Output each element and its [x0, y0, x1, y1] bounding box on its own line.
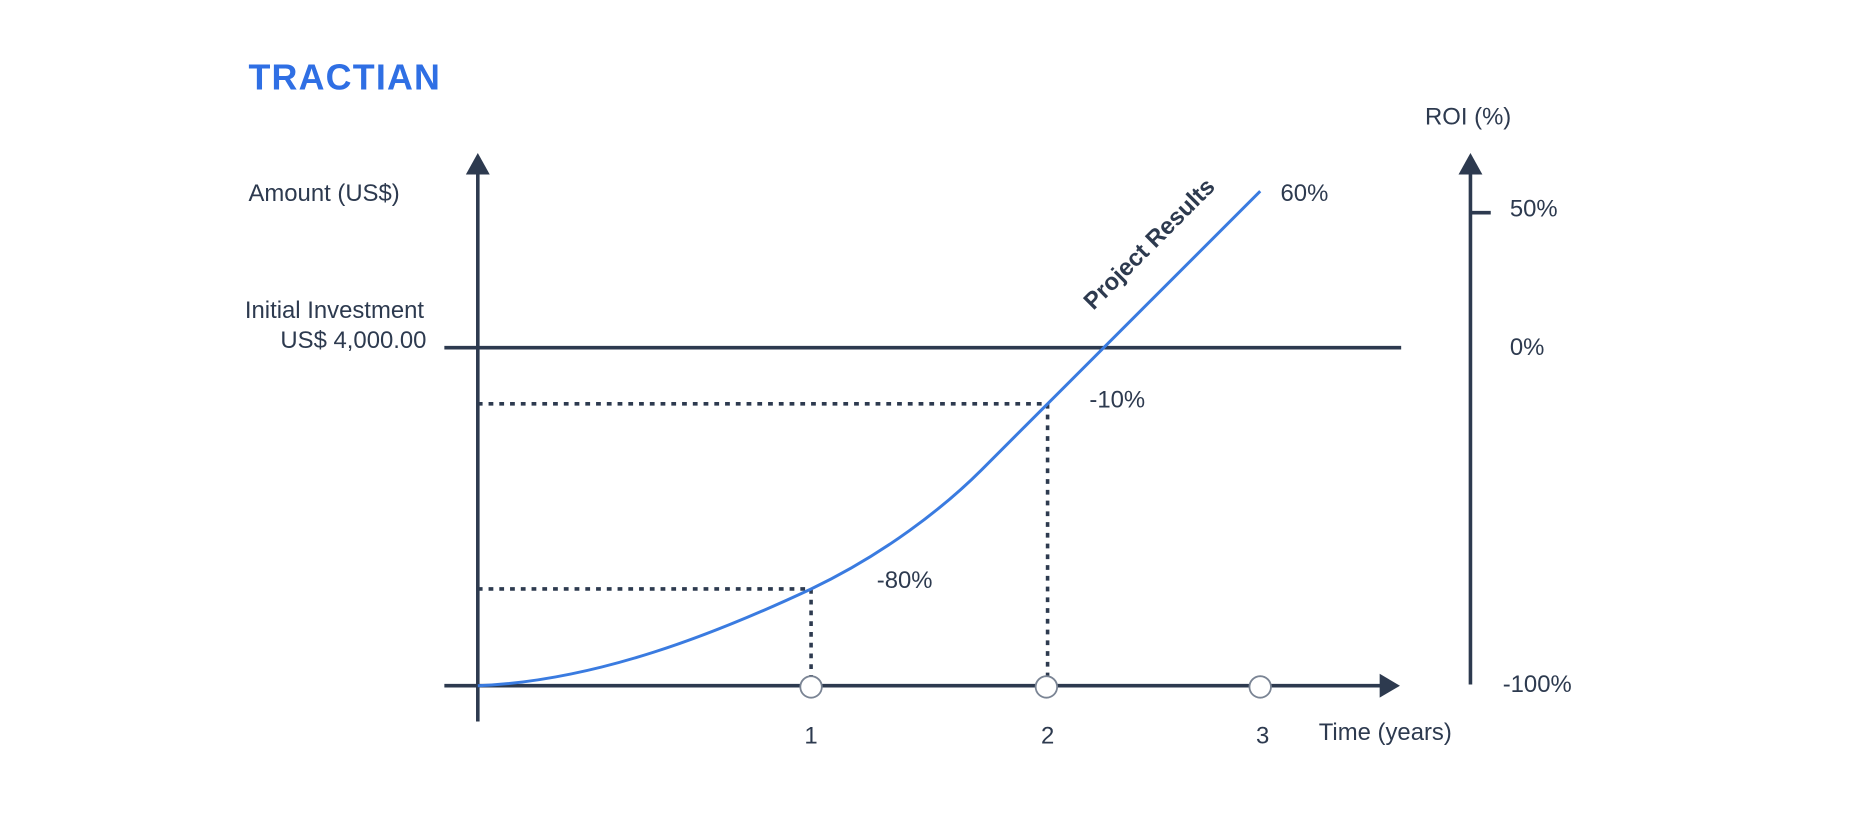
- point-label: -80%: [877, 567, 933, 594]
- right-tick-label: 0%: [1510, 334, 1545, 361]
- right-tick-label: 50%: [1510, 196, 1558, 223]
- right-axis-arrow: [1458, 152, 1483, 175]
- point-label: 60%: [1281, 180, 1329, 207]
- investment-label: Initial Investment: [245, 297, 425, 324]
- guide-year-1: [477, 587, 813, 684]
- guide-year-2: [477, 402, 1050, 684]
- year-marker: [1034, 675, 1059, 699]
- right-tick-label: -100%: [1503, 671, 1572, 698]
- year-marker: [1248, 675, 1272, 699]
- x-tick-label: 1: [804, 722, 817, 749]
- left-axis-arrow: [465, 152, 490, 175]
- left-axis-label: Amount (US$): [248, 180, 399, 207]
- x-axis-label: Time (years): [1319, 719, 1452, 746]
- x-axis-arrow: [1379, 673, 1400, 698]
- year-marker: [799, 675, 823, 699]
- x-tick-label: 2: [1041, 722, 1054, 749]
- logo: TRACTIAN: [248, 58, 441, 98]
- investment-amount: US$ 4,000.00: [280, 327, 426, 354]
- right-axis-label: ROI (%): [1425, 104, 1511, 131]
- project-results-curve: [477, 190, 1262, 688]
- x-tick-label: 3: [1256, 722, 1269, 749]
- point-label: -10%: [1089, 387, 1145, 414]
- curve-label: Project Results: [1078, 173, 1220, 315]
